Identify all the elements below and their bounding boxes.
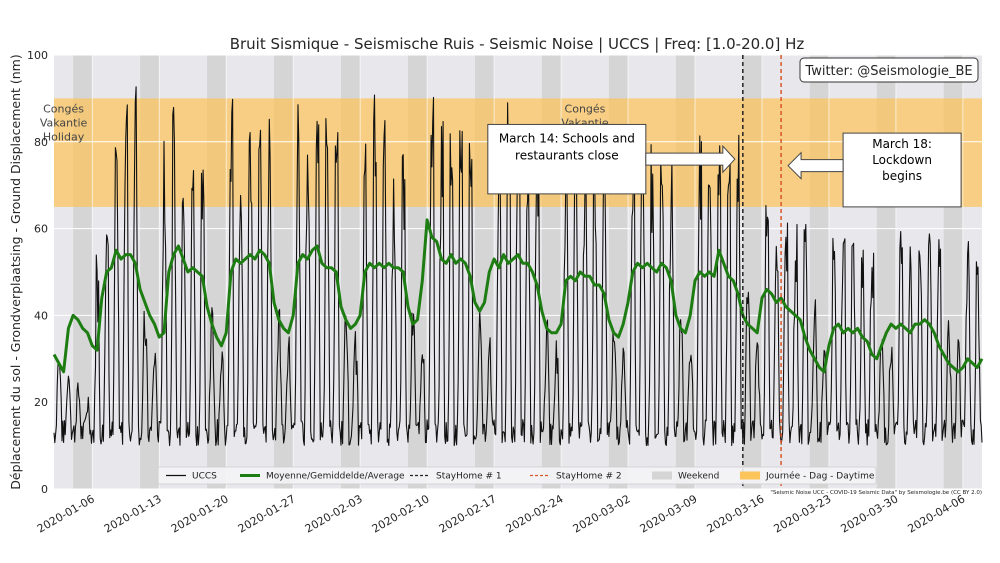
x-tick-label: 2020-03-09 (638, 492, 700, 535)
legend-swatch (652, 471, 672, 480)
annotation-lockdown-box (842, 132, 962, 208)
twitter-label: Twitter: @Seismologie_BE (804, 64, 972, 79)
twitter-label-box: Twitter: @Seismologie_BE (799, 57, 979, 83)
credit-text: "Seismic Noise UCC - COVID-19 Seismic Da… (770, 490, 982, 496)
y-tick-label: 0 (41, 483, 48, 496)
holiday-label: Congés (43, 102, 84, 115)
x-tick-label: 2020-02-10 (370, 492, 432, 535)
x-tick-label: 2020-03-16 (705, 492, 767, 535)
legend-label: StayHome # 2 (556, 472, 622, 482)
x-tick-label: 2020-01-13 (102, 492, 164, 535)
average-series-line (52, 218, 984, 374)
x-tick-label: 2020-01-20 (169, 492, 231, 535)
annotation-schools-box (487, 123, 647, 195)
arrow-left-icon (787, 151, 844, 180)
legend-label: StayHome # 1 (436, 472, 502, 482)
annotation-schools-text: restaurants close (515, 148, 619, 162)
y-tick-label: 20 (34, 396, 48, 409)
arrow-right-icon (645, 144, 736, 174)
annotation-lockdown-text: begins (882, 169, 922, 183)
legend-label: Moyenne/Gemiddelde/Average (266, 472, 405, 482)
y-axis-label: Déplacement du sol - Grondverplaatsing -… (8, 54, 23, 489)
legend-label: UCCS (192, 472, 217, 482)
x-tick-label: 2020-01-27 (236, 492, 298, 535)
x-tick-label: 2020-01-06 (35, 492, 97, 535)
annotation-lockdown-text: Lockdown (872, 153, 932, 167)
y-tick-label: 80 (34, 136, 48, 149)
holiday-label: Holiday (43, 130, 85, 143)
x-tick-label: 2020-02-17 (437, 492, 499, 535)
legend-box (157, 466, 877, 485)
legend-label: Weekend (678, 472, 719, 482)
x-tick-label: 2020-02-24 (504, 492, 566, 535)
annotation-schools-text: March 14: Schools and (499, 131, 635, 145)
chart-title: Bruit Sismique - Seismische Ruis - Seism… (230, 35, 805, 53)
y-tick-label: 40 (34, 309, 48, 322)
legend-swatch (740, 471, 760, 480)
holiday-label: Vakantie (40, 116, 88, 129)
x-tick-label: 2020-03-30 (839, 492, 901, 535)
holiday-label: Congés (565, 102, 606, 115)
annotation-lockdown-text: March 18: (872, 137, 932, 151)
y-tick-label: 100 (27, 49, 48, 62)
x-tick-label: 2020-03-02 (571, 492, 633, 535)
x-tick-label: 2020-02-03 (303, 492, 365, 535)
x-tick-label: 2020-04-06 (905, 492, 967, 535)
legend-label: Journée - Dag - Daytime (765, 471, 875, 482)
x-tick-label: 2020-03-23 (772, 492, 834, 535)
y-tick-label: 60 (34, 223, 48, 236)
